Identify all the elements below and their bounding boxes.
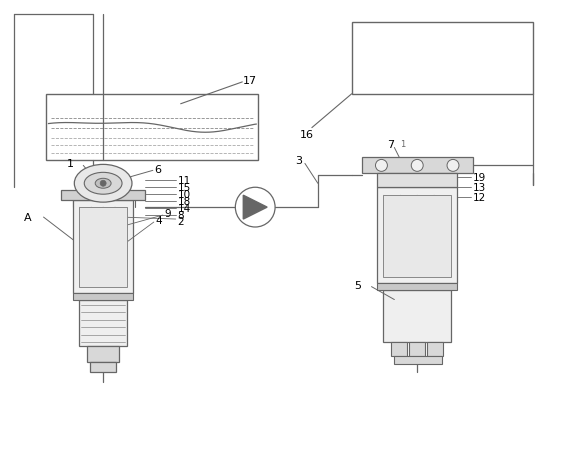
- Bar: [62, 191, 145, 201]
- Bar: [378, 283, 457, 290]
- Ellipse shape: [95, 179, 111, 189]
- Text: A: A: [24, 212, 31, 222]
- Ellipse shape: [84, 173, 122, 195]
- Text: 1: 1: [66, 159, 73, 169]
- Text: 2: 2: [178, 217, 184, 227]
- Circle shape: [411, 160, 423, 172]
- Circle shape: [235, 188, 275, 228]
- Bar: [378, 174, 457, 188]
- Text: 17: 17: [243, 76, 257, 86]
- Bar: [361, 158, 473, 174]
- Text: 9: 9: [165, 209, 171, 218]
- Ellipse shape: [74, 165, 132, 203]
- Bar: [90, 362, 116, 372]
- Text: 10: 10: [178, 190, 191, 200]
- Bar: [383, 196, 451, 277]
- Bar: [427, 343, 443, 356]
- Circle shape: [375, 160, 388, 172]
- Bar: [352, 23, 533, 95]
- Text: 3: 3: [295, 156, 302, 166]
- Text: 11: 11: [178, 176, 191, 186]
- Bar: [79, 300, 127, 347]
- Bar: [383, 290, 451, 343]
- Bar: [392, 343, 407, 356]
- Text: 16: 16: [300, 129, 314, 139]
- Bar: [87, 347, 119, 362]
- Text: 19: 19: [473, 173, 486, 183]
- Text: 4: 4: [156, 216, 163, 226]
- Text: 13: 13: [473, 183, 486, 193]
- Bar: [73, 201, 133, 293]
- Bar: [73, 293, 133, 300]
- Text: 15: 15: [178, 183, 191, 193]
- Text: 7: 7: [388, 139, 394, 149]
- Circle shape: [100, 181, 106, 187]
- Text: 8: 8: [178, 211, 184, 221]
- Bar: [79, 207, 127, 287]
- Text: 14: 14: [178, 204, 191, 214]
- Polygon shape: [243, 196, 267, 220]
- Circle shape: [447, 160, 459, 172]
- Text: 6: 6: [154, 165, 161, 175]
- Bar: [394, 356, 442, 364]
- Text: 12: 12: [473, 193, 486, 203]
- Text: 1: 1: [400, 140, 406, 149]
- Bar: [409, 343, 425, 356]
- Bar: [378, 188, 457, 283]
- Text: 5: 5: [354, 280, 361, 290]
- Bar: [46, 95, 258, 161]
- Text: 18: 18: [178, 197, 191, 207]
